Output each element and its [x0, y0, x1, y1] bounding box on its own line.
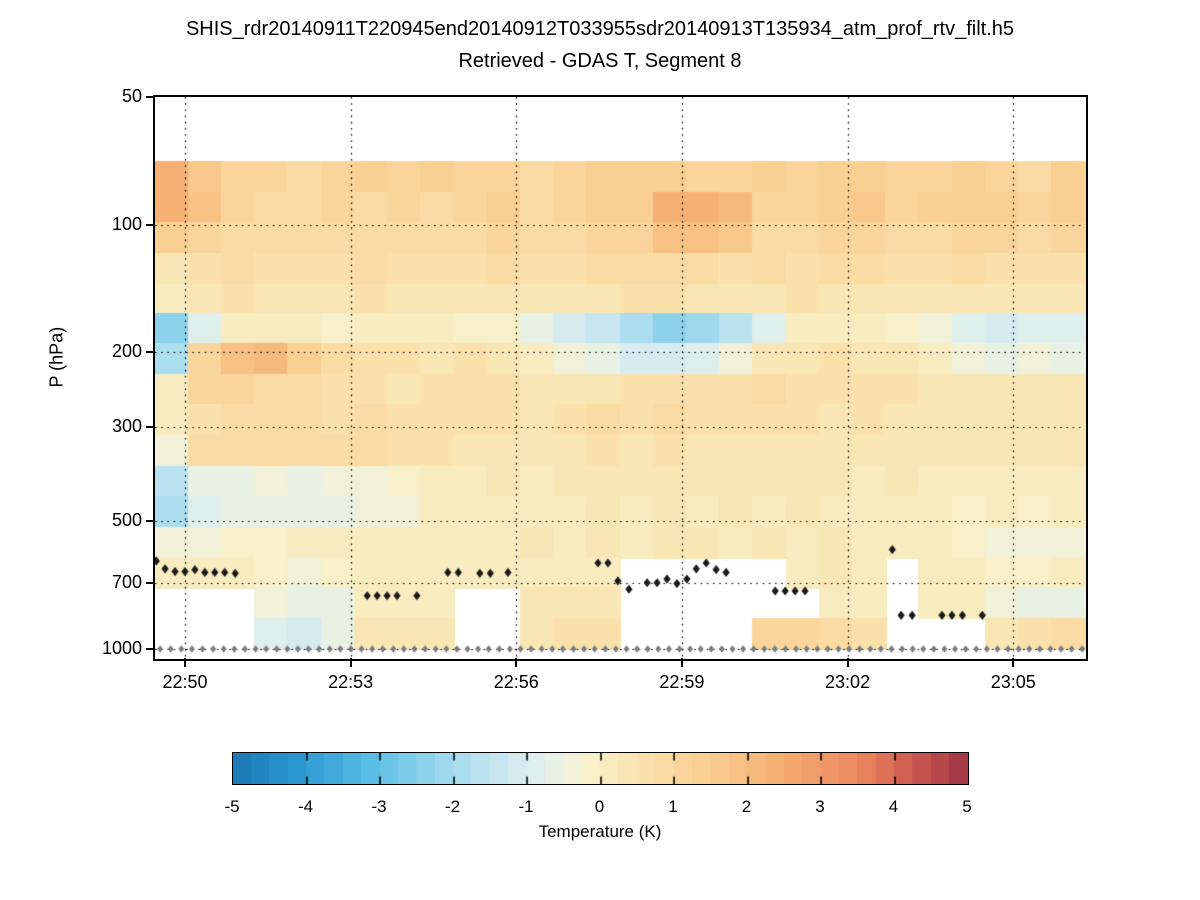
x-tick-label: 22:53: [328, 672, 374, 692]
y-tick-mark: [146, 96, 155, 98]
x-tick-label: 22:59: [659, 672, 705, 692]
heatmap-canvas: [155, 97, 1086, 659]
colorbar-tick-label: 2: [741, 797, 752, 816]
y-tick-label: 100: [111, 213, 142, 234]
x-tick-mark: [349, 658, 352, 667]
y-tick-mark: [146, 426, 155, 429]
colorbar-tick-label: -3: [371, 797, 387, 816]
colorbar-tick-label: -1: [518, 797, 534, 816]
y-tick-mark: [146, 648, 155, 650]
colorbar-axis-label: Temperature (K): [538, 822, 662, 841]
y-tick-label: 500: [111, 510, 142, 531]
colorbar-tick-label: 0: [594, 797, 605, 816]
y-tick-mark: [146, 351, 155, 354]
y-tick-mark: [146, 582, 155, 585]
colorbar-tick-label: -5: [224, 797, 240, 816]
colorbar-canvas: [233, 753, 968, 784]
x-tick-label: 22:50: [162, 672, 208, 692]
x-tick-mark: [846, 658, 849, 667]
colorbar-tick-label: 3: [815, 797, 825, 816]
x-tick-label: 23:02: [825, 672, 871, 692]
colorbar-tick-label: 1: [668, 797, 678, 816]
colorbar: [232, 752, 969, 785]
y-tick-label: 200: [111, 341, 142, 362]
x-tick-label: 23:05: [990, 672, 1036, 692]
y-axis-label: P (hPa): [46, 326, 67, 388]
colorbar-tick-label: 5: [962, 797, 972, 816]
y-tick-label: 700: [111, 572, 142, 593]
y-tick-label: 300: [111, 416, 142, 437]
plot-title-filename: SHIS_rdr20140911T220945end20140912T03395…: [185, 18, 1015, 40]
y-tick-label: 1000: [101, 638, 142, 658]
colorbar-tick-label: -2: [444, 797, 461, 816]
x-tick-mark: [183, 658, 186, 667]
x-tick-mark: [515, 658, 518, 667]
colorbar-tick-label: 4: [888, 797, 899, 816]
x-tick-mark: [680, 658, 683, 667]
y-tick-mark: [146, 223, 155, 226]
plot-area: [153, 95, 1088, 661]
x-tick-mark: [1012, 658, 1015, 667]
y-tick-label: 50: [121, 86, 142, 106]
y-tick-mark: [146, 520, 155, 523]
colorbar-tick-label: -4: [297, 797, 314, 816]
plot-subtitle: Retrieved - GDAS T, Segment 8: [458, 50, 742, 72]
x-tick-label: 22:56: [493, 672, 539, 692]
